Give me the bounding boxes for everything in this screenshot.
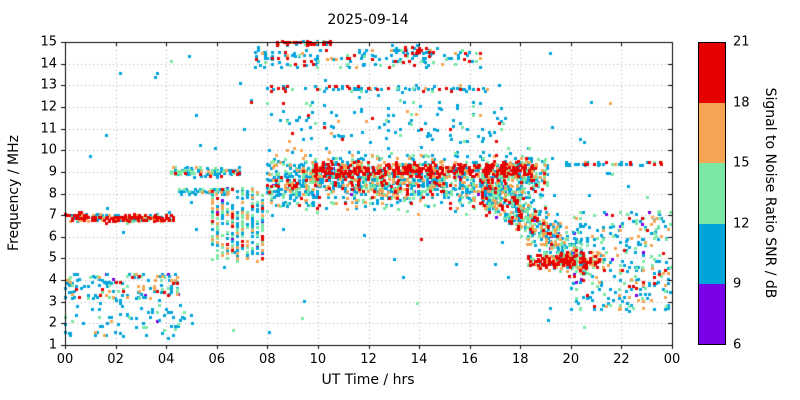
colorbar-tick-label: 21 [733, 34, 750, 50]
y-tick-label: 15 [40, 34, 57, 50]
y-tick-label: 8 [48, 186, 57, 201]
x-axis-label: UT Time / hrs [321, 372, 415, 388]
x-tick-label: 18 [511, 352, 529, 367]
colorbar-segment [699, 283, 725, 344]
colorbar-label: Signal to Noise Ratio SNR / dB [762, 87, 778, 299]
colorbar-segment [699, 102, 725, 164]
y-tick-label: 12 [40, 99, 57, 115]
x-tick-label: 00 [56, 352, 74, 367]
colorbar-segment [699, 162, 725, 224]
colorbar-segment [699, 223, 725, 284]
colorbar-tick-label: 12 [733, 216, 750, 232]
y-tick-label: 5 [48, 250, 57, 266]
y-tick-label: 3 [48, 294, 57, 310]
y-tick-label: 14 [40, 56, 57, 72]
y-tick-label: 10 [40, 142, 57, 158]
colorbar [698, 42, 726, 345]
x-tick-label: 02 [107, 352, 124, 367]
y-tick-label: 4 [48, 272, 57, 288]
y-axis-label: Frequency / MHz [6, 135, 22, 251]
colorbar-tick-label: 18 [733, 95, 750, 111]
y-tick-label: 2 [48, 315, 57, 331]
y-tick-label: 1 [48, 337, 57, 353]
x-tick-label: 12 [360, 352, 377, 367]
y-tick-label: 6 [48, 229, 57, 245]
colorbar-tick-label: 6 [733, 337, 742, 353]
y-tick-label: 13 [40, 77, 57, 93]
y-tick-label: 11 [40, 121, 57, 137]
colorbar-tick-label: 9 [733, 276, 742, 292]
x-tick-label: 16 [461, 352, 478, 367]
y-tick-label: 9 [48, 164, 57, 180]
x-tick-label: 20 [562, 352, 580, 367]
x-tick-label: 14 [410, 352, 428, 367]
y-tick-label: 7 [48, 207, 57, 223]
x-tick-label: 22 [613, 352, 630, 367]
colorbar-segment [699, 42, 725, 104]
chart-title: 2025-09-14 [327, 12, 409, 28]
x-tick-label: 10 [309, 352, 327, 367]
x-tick-label: 06 [208, 352, 226, 367]
x-tick-label: 08 [259, 352, 276, 367]
colorbar-tick-label: 15 [733, 155, 750, 171]
x-tick-label: 00 [663, 352, 681, 367]
x-tick-label: 04 [157, 352, 175, 367]
